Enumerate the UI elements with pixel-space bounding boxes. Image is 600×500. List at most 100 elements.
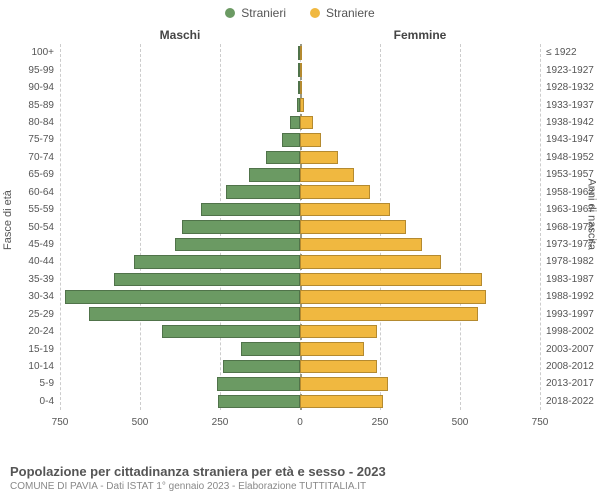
legend: Stranieri Straniere <box>0 0 600 20</box>
female-half <box>300 393 540 410</box>
female-bar <box>300 98 304 112</box>
female-half <box>300 62 540 79</box>
age-label: 15-19 <box>0 340 58 357</box>
female-bar <box>300 151 338 165</box>
age-label: 85-89 <box>0 96 58 113</box>
age-label: 5-9 <box>0 375 58 392</box>
bar-row <box>60 358 540 375</box>
male-bar <box>65 290 300 304</box>
female-half <box>300 305 540 322</box>
birth-year-label: 1993-1997 <box>542 305 600 322</box>
female-bar <box>300 290 486 304</box>
birth-year-label: 2013-2017 <box>542 375 600 392</box>
age-label: 50-54 <box>0 218 58 235</box>
age-label: 20-24 <box>0 323 58 340</box>
bar-row <box>60 114 540 131</box>
x-tick-label: 250 <box>212 417 229 428</box>
birth-year-label: 2008-2012 <box>542 358 600 375</box>
female-bar <box>300 377 388 391</box>
birth-year-label: 1948-1952 <box>542 149 600 166</box>
male-bar <box>218 395 300 409</box>
male-half <box>60 44 300 61</box>
male-bar <box>282 133 300 147</box>
female-half <box>300 79 540 96</box>
male-half <box>60 253 300 270</box>
female-bar <box>300 63 302 77</box>
male-half <box>60 149 300 166</box>
female-bar <box>300 116 313 130</box>
legend-item-female: Straniere <box>310 6 375 20</box>
male-half <box>60 393 300 410</box>
birth-year-label: 1988-1992 <box>542 288 600 305</box>
y-axis-left: 0-45-910-1415-1920-2425-2930-3435-3940-4… <box>0 44 58 428</box>
birth-year-label: 1963-1967 <box>542 201 600 218</box>
female-half <box>300 149 540 166</box>
chart-area: 7505002500250500750 <box>60 44 540 428</box>
bar-row <box>60 79 540 96</box>
male-half <box>60 288 300 305</box>
birth-year-label: 1968-1972 <box>542 218 600 235</box>
male-bar <box>249 168 300 182</box>
female-bar <box>300 238 422 252</box>
age-label: 0-4 <box>0 393 58 410</box>
legend-label-female: Straniere <box>326 6 375 20</box>
female-bar <box>300 133 321 147</box>
female-half <box>300 253 540 270</box>
legend-dot-female <box>310 8 320 18</box>
male-half <box>60 358 300 375</box>
female-bar <box>300 220 406 234</box>
male-half <box>60 79 300 96</box>
birth-year-label: 1928-1932 <box>542 79 600 96</box>
birth-year-label: 2003-2007 <box>542 340 600 357</box>
male-bar <box>134 255 300 269</box>
male-bar <box>175 238 300 252</box>
female-half <box>300 96 540 113</box>
birth-year-label: 1973-1977 <box>542 236 600 253</box>
male-half <box>60 271 300 288</box>
age-label: 60-64 <box>0 184 58 201</box>
chart-footer: Popolazione per cittadinanza straniera p… <box>10 464 590 492</box>
male-bar <box>241 342 300 356</box>
bar-row <box>60 340 540 357</box>
bar-row <box>60 375 540 392</box>
x-tick-label: 250 <box>372 417 389 428</box>
age-label: 40-44 <box>0 253 58 270</box>
female-bar <box>300 342 364 356</box>
x-tick-label: 750 <box>532 417 549 428</box>
female-bar <box>300 203 390 217</box>
female-half <box>300 166 540 183</box>
female-bar <box>300 395 383 409</box>
bar-rows <box>60 44 540 410</box>
male-half <box>60 218 300 235</box>
birth-year-label: ≤ 1922 <box>542 44 600 61</box>
x-tick-label: 500 <box>452 417 469 428</box>
birth-year-label: 1953-1957 <box>542 166 600 183</box>
female-half <box>300 288 540 305</box>
x-tick-label: 0 <box>297 417 303 428</box>
legend-label-male: Stranieri <box>241 6 286 20</box>
male-half <box>60 131 300 148</box>
female-bar <box>300 185 370 199</box>
birth-year-label: 1958-1962 <box>542 184 600 201</box>
age-label: 100+ <box>0 44 58 61</box>
male-half <box>60 184 300 201</box>
bar-row <box>60 131 540 148</box>
female-half <box>300 218 540 235</box>
male-bar <box>223 360 300 374</box>
age-label: 55-59 <box>0 201 58 218</box>
female-half <box>300 236 540 253</box>
age-label: 30-34 <box>0 288 58 305</box>
bar-row <box>60 271 540 288</box>
female-bar <box>300 307 478 321</box>
bar-row <box>60 96 540 113</box>
male-bar <box>201 203 300 217</box>
birth-year-label: 1938-1942 <box>542 114 600 131</box>
male-bar <box>89 307 300 321</box>
female-half <box>300 375 540 392</box>
bar-row <box>60 218 540 235</box>
male-half <box>60 96 300 113</box>
birth-year-label: 1978-1982 <box>542 253 600 270</box>
male-bar <box>162 325 300 339</box>
birth-year-label: 2018-2022 <box>542 393 600 410</box>
age-label: 90-94 <box>0 79 58 96</box>
